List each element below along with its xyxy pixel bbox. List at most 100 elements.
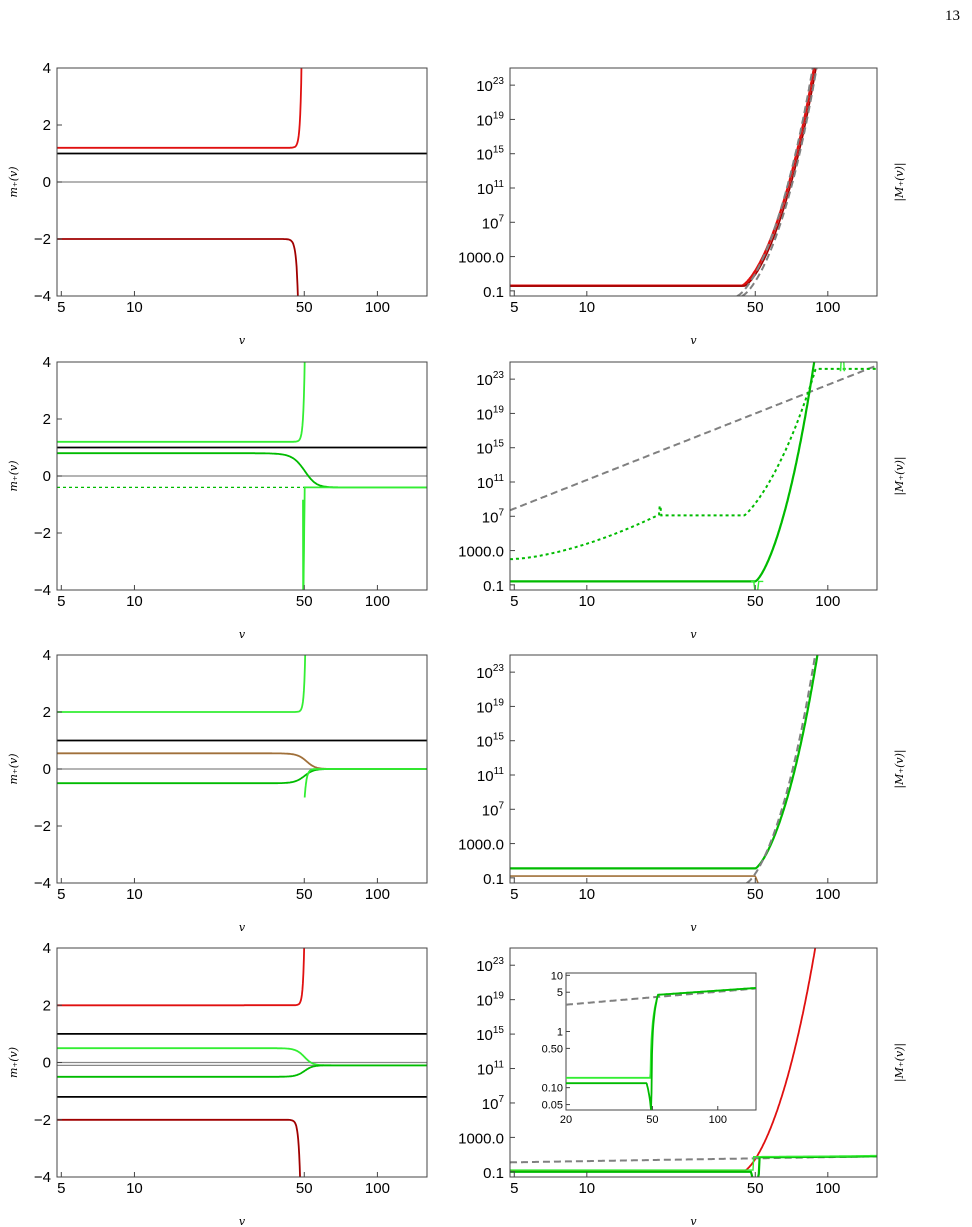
y-tick-label: 107	[482, 1094, 505, 1113]
series-darkred-curve	[57, 1118, 301, 1177]
x-tick-label: 10	[578, 593, 595, 610]
x-tick-label: 50	[747, 593, 764, 610]
x-tick-label: 50	[296, 593, 313, 610]
x-tick-label: 100	[815, 886, 840, 903]
series-brightgreen-upper-curve	[57, 655, 307, 713]
y-tick-label: 2	[43, 411, 51, 428]
series-brown-curve	[510, 875, 759, 883]
plot-area	[57, 655, 427, 798]
x-tick-label: 50	[296, 1180, 313, 1197]
series-darkred-curve	[57, 238, 299, 296]
plot-area	[510, 948, 877, 1177]
plot-area	[57, 362, 427, 590]
inset-plot-area	[566, 987, 756, 1110]
plot-area	[510, 362, 877, 590]
x-tick-label: 100	[365, 1180, 390, 1197]
y-tick-label: 4	[43, 354, 51, 371]
y-tick-label: 2	[43, 997, 51, 1014]
y-tick-label: 0.1	[483, 284, 504, 301]
y-tick-label: 2	[43, 117, 51, 134]
y-tick-label: 0.1	[483, 1165, 504, 1182]
series-dashed-asymptote	[746, 655, 817, 883]
plot-frame	[509, 67, 878, 297]
y-tick-label: 1015	[476, 1025, 504, 1044]
x-tick-label: 100	[365, 299, 390, 316]
series-green-curve	[57, 768, 427, 785]
y-tick-label: −2	[34, 818, 51, 835]
y-tick-label: 1011	[477, 1060, 505, 1079]
y-axis-label: m₊(v)	[7, 460, 20, 491]
y-tick-label: 1019	[476, 991, 504, 1010]
x-tick-label: 50	[747, 886, 764, 903]
y-tick-label: 1015	[476, 439, 504, 458]
series-green-curve	[510, 655, 819, 870]
series-brightgreen-upper-curve	[57, 362, 306, 443]
y-axis-label: |M₊(v)|	[893, 162, 907, 201]
plot-area	[510, 655, 819, 883]
x-tick-label: 10	[126, 593, 143, 610]
x-tick-label: 10	[578, 886, 595, 903]
x-tick-label: 10	[126, 299, 143, 316]
plot-area	[57, 948, 427, 1177]
x-tick-label: 10	[578, 1180, 595, 1197]
y-tick-label: 0	[43, 1055, 51, 1072]
y-tick-label: 4	[43, 940, 51, 957]
y-tick-label: 1019	[476, 404, 504, 423]
y-tick-label: −4	[34, 875, 51, 892]
y-axis-label: |M₊(v)|	[893, 456, 907, 495]
x-tick-label: 5	[57, 299, 65, 316]
series-dashed-asymptote	[741, 68, 818, 296]
inset-x-tick-label: 50	[646, 1114, 658, 1126]
x-axis-label: v	[239, 334, 246, 347]
series-red-curve	[510, 68, 816, 287]
x-tick-label: 5	[510, 299, 518, 316]
x-tick-label: 5	[510, 593, 518, 610]
x-axis-label: v	[239, 628, 246, 641]
y-tick-label: 107	[482, 800, 505, 819]
series-brightgreen-curve	[510, 1154, 877, 1171]
y-tick-label: 1019	[476, 697, 504, 716]
x-tick-label: 5	[57, 1180, 65, 1197]
y-axis-label: |M₊(v)|	[893, 749, 907, 788]
inset-y-tick-label: 1	[557, 1026, 563, 1038]
inset-green-curve	[566, 987, 756, 1110]
series-dashed-line	[510, 1155, 877, 1164]
y-tick-label: 1000.0	[458, 837, 504, 854]
x-axis-label: v	[690, 1215, 697, 1227]
x-axis-label: v	[239, 921, 246, 934]
series-brightgreen-spike	[751, 580, 764, 590]
series-green-curve	[510, 362, 816, 583]
y-tick-label: 107	[482, 213, 505, 232]
y-tick-label: 1023	[476, 76, 504, 95]
series-brightgreen-spike	[839, 362, 846, 372]
x-tick-label: 100	[815, 1180, 840, 1197]
x-tick-label: 10	[126, 886, 143, 903]
x-tick-label: 5	[510, 886, 518, 903]
y-tick-label: −4	[34, 1169, 51, 1186]
y-tick-label: 1023	[476, 370, 504, 389]
series-dashed-asymptote	[736, 68, 814, 296]
y-tick-label: 1015	[476, 732, 504, 751]
series-green-curve	[57, 452, 427, 489]
inset-y-tick-label: 0.10	[542, 1083, 563, 1095]
y-tick-label: 1011	[477, 473, 505, 492]
y-axis-label: m₊(v)	[7, 1047, 20, 1078]
y-tick-label: −2	[34, 525, 51, 542]
y-tick-label: 1000.0	[458, 250, 504, 267]
x-tick-label: 10	[578, 299, 595, 316]
series-brightgreen-lower-curve	[303, 768, 427, 798]
series-green-curve	[57, 1064, 427, 1078]
inset-y-tick-label: 10	[551, 970, 563, 982]
inset-y-tick-label: 5	[557, 987, 563, 999]
x-axis-label: v	[690, 628, 697, 641]
x-tick-label: 100	[815, 593, 840, 610]
y-tick-label: 0	[43, 761, 51, 778]
plot-frame	[509, 947, 878, 1178]
y-tick-label: 0.1	[483, 578, 504, 595]
series-brown-curve	[57, 752, 427, 770]
y-tick-label: 4	[43, 60, 51, 77]
y-tick-label: 0	[43, 468, 51, 485]
series-red-curve	[57, 948, 306, 1007]
inset-frame	[565, 972, 757, 1111]
